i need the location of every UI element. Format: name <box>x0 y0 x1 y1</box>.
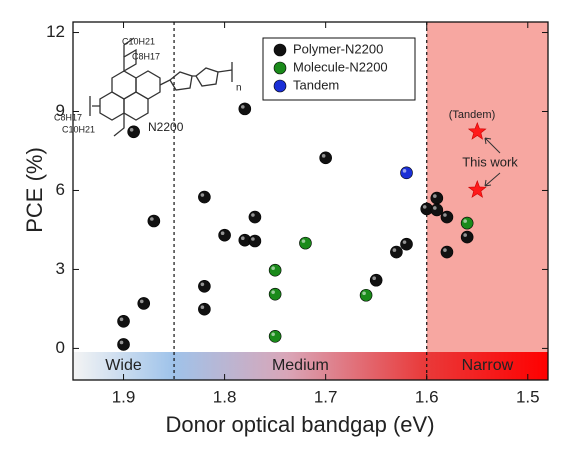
point-shine <box>463 233 467 237</box>
point <box>268 287 282 301</box>
point-shine <box>402 240 407 244</box>
point <box>440 245 454 259</box>
point <box>248 210 262 224</box>
legend-marker <box>273 61 287 75</box>
point <box>268 330 282 343</box>
point <box>117 314 130 328</box>
point-shine <box>443 213 447 217</box>
chain-label: C8H17 <box>54 112 82 122</box>
legend: Polymer-N2200 Molecule-N2200 Tandem <box>262 37 416 101</box>
point <box>268 263 282 277</box>
point-shine <box>271 290 275 294</box>
y-tick-label: 0 <box>56 338 65 357</box>
point-shine <box>251 213 255 217</box>
point <box>238 102 252 116</box>
point-shine <box>200 305 205 309</box>
y-tick-label: 9 <box>56 101 65 120</box>
x-tick-label: 1.7 <box>314 387 338 406</box>
x-tick-label: 1.5 <box>516 387 540 406</box>
legend-label: Tandem <box>293 77 339 92</box>
point <box>359 288 373 302</box>
point <box>198 302 211 316</box>
point-shine <box>251 237 255 241</box>
band-label: Narrow <box>462 357 514 374</box>
point-shine <box>433 206 437 210</box>
chain-label: C8H17 <box>132 51 160 61</box>
point <box>390 245 403 259</box>
point-shine <box>392 248 397 252</box>
y-axis-title: PCE (%) <box>22 147 47 233</box>
point-shine <box>129 127 134 132</box>
point-shine <box>362 291 366 296</box>
point <box>299 236 312 250</box>
point-shine <box>220 231 225 236</box>
point <box>147 214 161 228</box>
point-shine <box>402 169 407 173</box>
x-tick-label: 1.9 <box>112 387 136 406</box>
legend-marker <box>273 43 287 57</box>
point <box>117 338 130 351</box>
point-shine <box>241 236 245 241</box>
point <box>198 190 211 204</box>
star-point <box>467 180 487 198</box>
legend-frame <box>262 37 416 101</box>
point-shine <box>119 317 124 322</box>
annotation: (Tandem) <box>449 109 495 121</box>
point <box>400 237 413 251</box>
point <box>430 203 444 217</box>
point-shine <box>119 340 124 345</box>
point <box>127 125 140 139</box>
band-label: Medium <box>272 357 329 374</box>
point <box>440 210 454 224</box>
point-shine <box>271 332 275 337</box>
star-point <box>467 121 487 140</box>
x-tick-label: 1.8 <box>213 387 237 406</box>
repeat-label: n <box>236 83 242 94</box>
y-tick-label: 12 <box>46 22 65 41</box>
chain-label: C10H21 <box>122 36 155 46</box>
point <box>319 151 332 165</box>
point-shine <box>200 193 205 197</box>
point-shine <box>271 266 275 271</box>
annotation-arrow <box>484 137 501 187</box>
band-label: Wide <box>105 357 142 374</box>
point-shine <box>321 154 326 158</box>
point-shine <box>422 205 427 209</box>
x-tick-label: 1.6 <box>415 387 439 406</box>
annotation: This work <box>462 154 518 169</box>
point-shine <box>301 239 306 243</box>
point <box>218 228 231 242</box>
structure-label: N2200 <box>148 120 184 134</box>
legend-marker <box>273 79 287 93</box>
legend-label: Molecule-N2200 <box>293 59 388 74</box>
point <box>400 166 413 180</box>
point <box>460 230 474 244</box>
point-shine <box>150 217 154 221</box>
x-axis-title: Donor optical bandgap (eV) <box>165 412 434 437</box>
chain-label: C10H21 <box>62 124 95 134</box>
point-shine <box>372 276 376 281</box>
bandgap-band <box>73 352 548 380</box>
point-shine <box>200 282 205 287</box>
point-shine <box>433 194 437 198</box>
structure-drawing <box>89 37 233 137</box>
point-shine <box>139 299 144 304</box>
legend-label: Polymer-N2200 <box>293 41 383 56</box>
point <box>430 191 444 205</box>
point <box>460 216 474 230</box>
narrow-region <box>426 22 548 352</box>
y-tick-label: 3 <box>56 259 65 278</box>
point-shine <box>443 248 447 252</box>
point <box>137 297 151 310</box>
point <box>198 279 211 293</box>
point <box>248 234 262 248</box>
point-shine <box>463 219 467 223</box>
y-tick-label: 6 <box>56 180 65 199</box>
plot-frame <box>72 21 549 381</box>
point <box>369 273 383 287</box>
point-shine <box>241 105 245 109</box>
